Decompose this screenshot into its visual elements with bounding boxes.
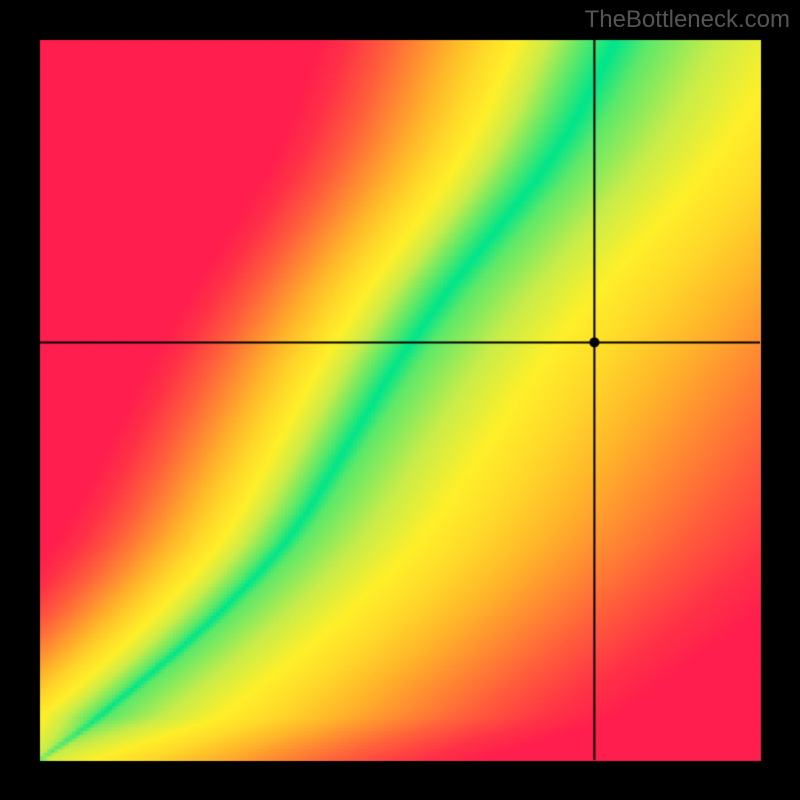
chart-container: TheBottleneck.com — [0, 0, 800, 800]
watermark-text: TheBottleneck.com — [585, 6, 790, 34]
heatmap-canvas — [0, 0, 800, 800]
